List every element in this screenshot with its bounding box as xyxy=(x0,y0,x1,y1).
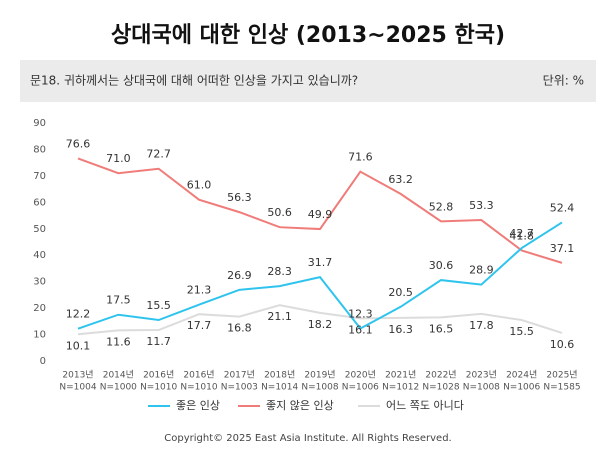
y-tick-label: 40 xyxy=(33,250,46,261)
series-line xyxy=(77,157,563,264)
x-tick-sublabel: N=1008 xyxy=(463,383,500,393)
value-label: 16.8 xyxy=(227,322,252,335)
x-tick-label: 2018년 xyxy=(264,370,295,381)
x-tick-sublabel: N=1003 xyxy=(221,383,258,393)
legend-label: 좋지 않은 인상 xyxy=(266,399,334,412)
value-label: 71.6 xyxy=(348,151,373,164)
value-label: 30.6 xyxy=(429,259,454,272)
y-tick-label: 70 xyxy=(33,171,46,182)
x-tick-label: 2014년 xyxy=(103,370,134,381)
series-line xyxy=(77,304,563,336)
x-tick-label: 2016년 xyxy=(143,370,174,381)
y-tick-label: 60 xyxy=(33,197,46,208)
value-label: 21.3 xyxy=(187,284,212,297)
value-label: 20.5 xyxy=(388,286,413,299)
x-tick-sublabel: N=1010 xyxy=(180,383,217,393)
value-label: 21.1 xyxy=(267,310,292,323)
x-tick-sublabel: N=1012 xyxy=(382,383,419,393)
value-label: 16.1 xyxy=(348,323,373,336)
x-tick-label: 2024년 xyxy=(506,370,537,381)
x-tick-label: 2025년 xyxy=(546,370,577,381)
value-label: 26.9 xyxy=(227,269,252,282)
x-tick-sublabel: N=1028 xyxy=(422,383,459,393)
footer: Copyright© 2025 East Asia Institute. All… xyxy=(164,433,451,444)
value-label: 52.8 xyxy=(429,200,454,213)
x-tick-sublabel: N=1006 xyxy=(503,383,540,393)
value-label: 10.6 xyxy=(550,338,575,351)
y-tick-label: 20 xyxy=(33,303,46,314)
value-label: 50.6 xyxy=(267,206,292,219)
legend-label: 어느 쪽도 아니다 xyxy=(386,399,464,412)
x-tick-sublabel: N=1004 xyxy=(59,383,96,393)
value-label: 63.2 xyxy=(388,173,413,186)
y-tick-label: 10 xyxy=(33,330,46,341)
value-label: 61.0 xyxy=(187,179,212,192)
value-label: 37.1 xyxy=(550,242,575,255)
x-tick-sublabel: N=1000 xyxy=(100,383,137,393)
value-label: 76.6 xyxy=(66,137,91,150)
x-tick-label: 2016년 xyxy=(183,370,214,381)
value-label: 42.7 xyxy=(509,227,534,240)
x-tick-label: 2020년 xyxy=(345,370,376,381)
value-label: 17.7 xyxy=(187,319,212,332)
value-label: 16.5 xyxy=(429,322,454,335)
value-label: 52.4 xyxy=(550,201,575,214)
value-label: 17.8 xyxy=(469,319,494,332)
x-tick-sublabel: N=1008 xyxy=(301,383,338,393)
chart-title: 상대국에 대한 인상 (2013~2025 한국) xyxy=(111,23,505,48)
value-label: 12.2 xyxy=(66,308,91,321)
x-tick-sublabel: N=1014 xyxy=(261,383,298,393)
value-label: 31.7 xyxy=(308,256,333,269)
value-label: 15.5 xyxy=(509,325,534,338)
value-label: 72.7 xyxy=(146,148,171,161)
x-tick-label: 2013년 xyxy=(62,370,93,381)
value-label: 16.3 xyxy=(388,323,413,336)
value-label: 49.9 xyxy=(308,208,333,221)
y-tick-label: 50 xyxy=(33,224,46,235)
value-label: 11.7 xyxy=(146,335,171,348)
y-tick-label: 90 xyxy=(33,118,46,129)
value-label: 56.3 xyxy=(227,191,252,204)
legend-label: 좋은 인상 xyxy=(176,399,220,412)
value-label: 18.2 xyxy=(308,318,333,331)
x-tick-sublabel: N=1585 xyxy=(543,383,580,393)
series-line xyxy=(77,221,563,330)
value-label: 53.3 xyxy=(469,199,494,212)
subtitle-bar xyxy=(20,60,596,102)
y-tick-label: 0 xyxy=(40,356,46,367)
value-label: 28.3 xyxy=(267,265,292,278)
x-tick-label: 2019년 xyxy=(304,370,335,381)
unit-label: 단위: % xyxy=(543,74,584,88)
x-tick-label: 2021년 xyxy=(385,370,416,381)
x-tick-label: 2022년 xyxy=(425,370,456,381)
value-label: 17.5 xyxy=(106,294,131,307)
value-label: 11.6 xyxy=(106,335,131,348)
x-tick-sublabel: N=1010 xyxy=(140,383,177,393)
value-label: 41.8 xyxy=(509,229,534,242)
subtitle: 문18. 귀하께서는 상대국에 대해 어떠한 인상을 가지고 있습니까? xyxy=(30,74,358,88)
x-tick-label: 2023년 xyxy=(466,370,497,381)
value-label: 15.5 xyxy=(146,299,171,312)
x-tick-sublabel: N=1006 xyxy=(342,383,379,393)
y-tick-label: 30 xyxy=(33,277,46,288)
value-label: 12.3 xyxy=(348,307,373,320)
value-label: 10.1 xyxy=(66,339,91,352)
y-tick-label: 80 xyxy=(33,144,46,155)
x-tick-label: 2017년 xyxy=(224,370,255,381)
value-label: 71.0 xyxy=(106,152,131,165)
value-label: 28.9 xyxy=(469,264,494,277)
